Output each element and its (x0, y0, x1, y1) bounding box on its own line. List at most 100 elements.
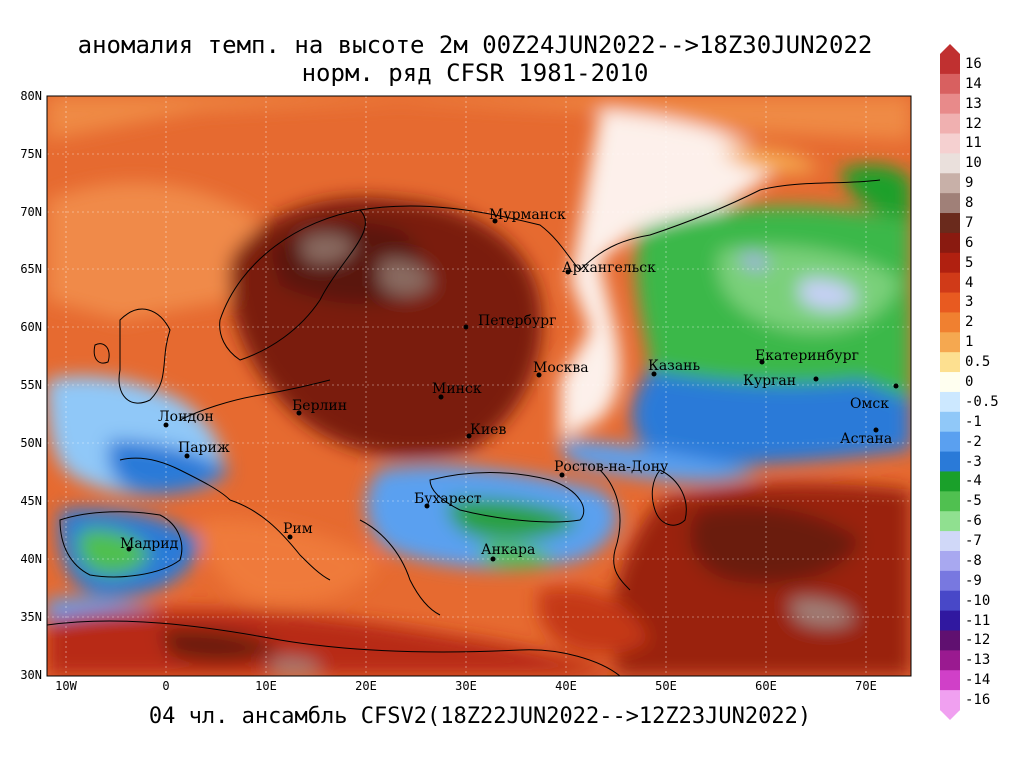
legend-label: 8 (965, 195, 974, 212)
legend-swatch (940, 670, 960, 691)
city-label-berlin: Берлин (292, 398, 348, 414)
city-label-ankara: Анкара (481, 542, 536, 558)
city-label-rostov: Ростов-на-Дону (554, 459, 669, 475)
ensemble-footer: 04 чл. ансамбль CFSV2(18Z22JUN2022-->12Z… (148, 704, 812, 729)
legend-swatch (940, 411, 960, 433)
legend-swatch (940, 252, 960, 274)
legend-swatch (940, 690, 960, 711)
lat-label-30n: 30N (20, 668, 42, 682)
lat-label-60n: 60N (20, 320, 42, 334)
legend-swatch (940, 292, 960, 313)
legend-swatch (940, 173, 960, 194)
legend-label: -13 (965, 652, 991, 669)
city-label-murmansk: Мурманск (489, 207, 566, 223)
legend-label: -0.5 (965, 393, 999, 410)
city-label-astana: Астана (840, 431, 893, 447)
city-label-ekaterinburg: Екатеринбург (755, 348, 859, 364)
legend-label: -9 (965, 572, 982, 589)
lon-label-30e: 30E (455, 679, 477, 693)
legend-swatch (940, 272, 960, 294)
legend-label: 0 (965, 374, 974, 390)
legend-swatch (940, 232, 960, 254)
city-label-omsk: Омск (850, 396, 889, 412)
legend-swatch (940, 391, 960, 413)
lon-label-50e: 50E (655, 679, 677, 693)
lat-label-50n: 50N (20, 436, 42, 450)
legend-label: -4 (965, 473, 982, 490)
legend-swatch (940, 471, 960, 492)
city-label-london: Лондон (158, 409, 214, 425)
legend-label: -12 (965, 632, 991, 649)
legend-label: 3 (965, 294, 974, 311)
lon-label-70e: 70E (855, 679, 877, 693)
legend-swatch (940, 650, 960, 671)
legend-label: -8 (965, 552, 982, 569)
lon-label-10e: 10E (255, 679, 277, 693)
legend-label: 13 (965, 95, 982, 112)
lon-label-40e: 40E (555, 679, 577, 693)
map-title-line1: аномалия темп. на высоте 2м 00Z24JUN2022… (77, 31, 873, 59)
legend-swatch (940, 332, 960, 353)
lat-label-35n: 35N (20, 610, 42, 624)
legend-swatch (940, 570, 960, 592)
legend-swatch (940, 133, 960, 154)
legend-swatch (940, 531, 960, 552)
legend-label: -14 (965, 672, 991, 689)
legend-swatch (940, 73, 960, 95)
legend-swatch (940, 590, 960, 612)
legend-arrow-top (940, 44, 960, 54)
lon-label-60e: 60E (755, 679, 777, 693)
legend-arrow-bottom (940, 710, 960, 720)
legend-swatch (940, 93, 960, 115)
city-label-kurgan: Курган (743, 373, 797, 389)
legend-swatch (940, 193, 960, 214)
legend-swatch (940, 213, 960, 234)
legend-swatch (940, 54, 960, 75)
legend-swatch (940, 153, 960, 174)
legend-colorbar (940, 44, 960, 720)
lat-label-55n: 55N (20, 378, 42, 392)
lat-label-75n: 75N (20, 147, 42, 161)
legend-swatch (940, 372, 960, 393)
legend-label: -6 (965, 513, 982, 530)
legend-swatch (940, 312, 960, 333)
legend-label: 1 (965, 334, 974, 351)
legend-swatch (940, 630, 960, 651)
lon-label-20e: 20E (355, 679, 377, 693)
legend-label: 6 (965, 234, 974, 251)
lat-label-45n: 45N (20, 494, 42, 508)
city-label-kiev: Киев (470, 422, 507, 438)
legend-swatch (940, 511, 960, 532)
city-label-peterburg: Петербург (478, 313, 557, 329)
legend-label: -3 (965, 453, 982, 470)
lat-label-65n: 65N (20, 262, 42, 276)
lat-label-70n: 70N (20, 205, 42, 219)
coastlines (47, 179, 881, 676)
legend-label: 16 (965, 55, 982, 72)
city-label-rim: Рим (283, 521, 313, 537)
city-label-bukharest: Бухарест (414, 491, 482, 507)
legend-label: 7 (965, 214, 974, 231)
city-label-arkhangelsk: Архангельск (562, 260, 656, 276)
city-label-minsk: Минск (432, 381, 482, 397)
legend-label: -16 (965, 692, 991, 709)
lat-label-80n: 80N (20, 89, 42, 103)
legend-swatch (940, 431, 960, 453)
legend-swatch (940, 491, 960, 512)
legend-label: 14 (965, 75, 982, 92)
legend-swatch (940, 610, 960, 631)
city-label-moskva: Москва (533, 360, 589, 376)
legend-label: -1 (965, 413, 982, 430)
legend-swatch (940, 550, 960, 572)
legend-label: -2 (965, 433, 982, 450)
lon-label-10w: 10W (55, 679, 77, 693)
city-label-kazan: Казань (648, 358, 701, 374)
legend-label: 4 (965, 274, 974, 291)
lon-label-0: 0 (162, 679, 170, 693)
legend-label: 9 (965, 175, 974, 192)
legend-label: 2 (965, 314, 974, 331)
lat-label-40n: 40N (20, 552, 42, 566)
legend-label: -10 (965, 592, 991, 609)
city-label-parizh: Париж (178, 440, 230, 456)
